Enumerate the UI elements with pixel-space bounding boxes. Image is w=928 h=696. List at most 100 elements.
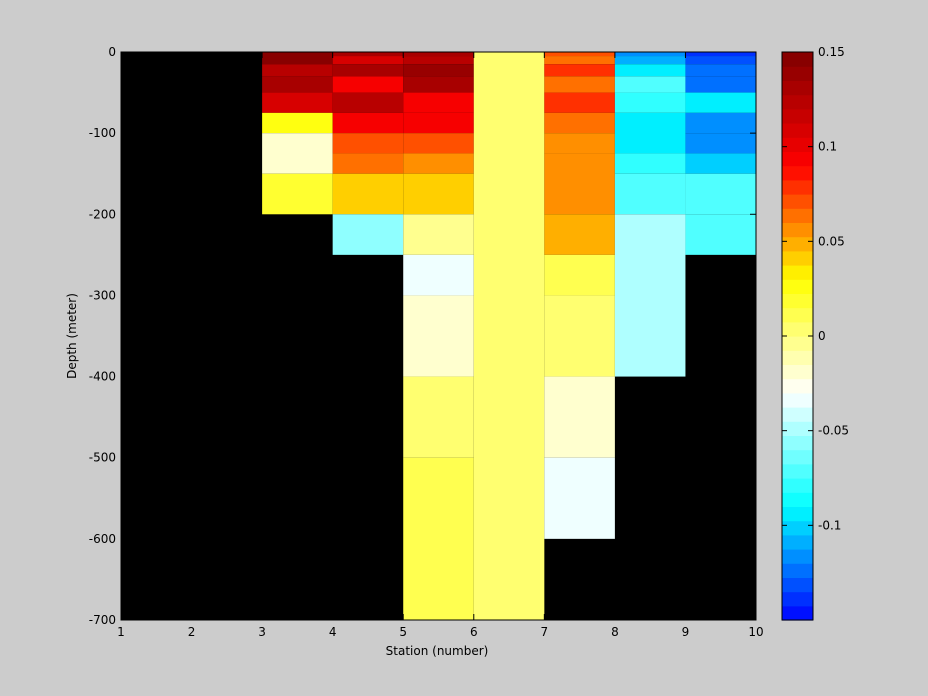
- colorbar-swatch: [782, 421, 813, 436]
- heatmap-cell: [544, 376, 615, 458]
- y-axis-label: Depth (meter): [65, 293, 79, 379]
- heatmap-cell: [614, 173, 686, 215]
- x-tick-label: 10: [748, 625, 763, 639]
- y-axis-ticks: 0 -100 -200 -300 -400 -500 -600 -700: [89, 45, 756, 627]
- heatmap-cell: [614, 52, 686, 57]
- heatmap-cell: [332, 76, 404, 93]
- colorbar: 0.15 0.1 0.05 0 -0.05 -0.1: [781, 45, 849, 621]
- heatmap-cell: [614, 112, 686, 154]
- heatmap-cells: [262, 52, 756, 620]
- heatmap-cell: [685, 56, 756, 65]
- heatmap-cell: [403, 153, 474, 174]
- heatmap-cell: [262, 52, 333, 65]
- y-tick-label: -700: [89, 613, 116, 627]
- x-tick-label: 6: [470, 625, 478, 639]
- heatmap-cell: [614, 92, 686, 113]
- colorbar-swatch: [782, 449, 813, 465]
- x-axis-label: Station (number): [386, 644, 489, 658]
- heatmap-cell: [332, 173, 404, 215]
- heatmap-cell: [544, 92, 615, 113]
- colorbar-tick-label: -0.1: [818, 518, 841, 532]
- colorbar-swatch: [782, 463, 813, 479]
- heatmap-cell: [544, 76, 615, 93]
- colorbar-swatch: [782, 336, 813, 351]
- colorbar-swatch: [782, 605, 813, 621]
- heatmap-cell: [685, 52, 756, 57]
- colorbar-tick-label: 0.05: [818, 234, 845, 248]
- heatmap-cell: [332, 56, 404, 65]
- heatmap-cell: [332, 92, 404, 113]
- colorbar-swatch: [782, 520, 813, 536]
- heatmap-cell: [262, 64, 333, 77]
- colorbar-swatch: [782, 591, 813, 607]
- heatmap-cell: [403, 457, 474, 620]
- heatmap-cell: [544, 56, 615, 65]
- heatmap-cell: [403, 214, 474, 255]
- heatmap-cell: [262, 112, 333, 134]
- colorbar-swatch: [782, 123, 813, 138]
- colorbar-swatch: [782, 378, 813, 394]
- heatmap-cell: [685, 76, 756, 93]
- y-tick-label: -200: [89, 207, 116, 221]
- heatmap-cell: [332, 133, 404, 154]
- colorbar-swatch: [782, 208, 813, 223]
- x-axis-ticks: 1 2 3 4 5 6 7 8 9 10: [117, 52, 764, 639]
- colorbar-swatch: [782, 179, 813, 195]
- heatmap-cell: [614, 64, 686, 77]
- plot-frame: [120, 51, 757, 621]
- heatmap-cell: [685, 64, 756, 77]
- colorbar-tick-label: 0: [818, 329, 826, 343]
- colorbar-swatch: [782, 492, 813, 507]
- colorbar-swatch: [782, 137, 813, 152]
- colorbar-swatch: [782, 265, 813, 280]
- heatmap-cell: [614, 214, 686, 377]
- x-tick-label: 9: [682, 625, 690, 639]
- heatmap-cell: [614, 153, 686, 174]
- heatmap-cell: [403, 76, 474, 93]
- colorbar-swatch: [782, 194, 813, 209]
- heatmap-cell: [544, 52, 615, 57]
- heatmap-cell: [403, 173, 474, 215]
- colorbar-swatch: [782, 563, 813, 578]
- colorbar-swatch: [782, 94, 813, 110]
- heatmap-cell: [544, 214, 615, 255]
- colorbar-swatch: [782, 549, 813, 564]
- heatmap-cell: [262, 76, 333, 93]
- heatmap-cell: [262, 92, 333, 113]
- colorbar-swatch: [782, 236, 813, 252]
- y-tick-label: -400: [89, 370, 116, 384]
- y-tick-label: 0: [108, 45, 116, 59]
- colorbar-swatch: [782, 350, 813, 365]
- heatmap-cell: [403, 376, 474, 458]
- y-tick-label: -100: [89, 126, 116, 140]
- colorbar-swatch: [782, 80, 813, 96]
- heatmap-cell: [403, 56, 474, 65]
- heatmap-cell: [262, 173, 333, 215]
- heatmap-cell: [403, 52, 474, 57]
- heatmap-cell: [332, 153, 404, 174]
- heatmap-cell: [403, 64, 474, 77]
- heatmap-cell: [332, 214, 404, 255]
- heatmap-cell: [544, 64, 615, 77]
- colorbar-swatch: [782, 222, 813, 238]
- x-tick-label: 3: [258, 625, 266, 639]
- heatmap-cell: [403, 112, 474, 134]
- heatmap-cell: [685, 153, 756, 174]
- colorbar-swatch: [782, 364, 813, 380]
- x-tick-label: 1: [117, 625, 125, 639]
- heatmap-cell: [473, 52, 545, 620]
- colorbar-swatch: [782, 407, 813, 422]
- x-tick-label: 7: [541, 625, 549, 639]
- colorbar-swatch: [782, 250, 813, 266]
- colorbar-swatch: [782, 392, 813, 408]
- heatmap-cell: [544, 254, 615, 296]
- heatmap-cell: [403, 133, 474, 154]
- colorbar-swatch: [782, 321, 813, 337]
- heatmap-cell: [685, 92, 756, 113]
- colorbar-swatch: [782, 534, 813, 550]
- y-tick-label: -500: [89, 451, 116, 465]
- plot-area: [120, 51, 757, 621]
- colorbar-swatch: [782, 506, 813, 522]
- heatmap-cell: [685, 133, 756, 154]
